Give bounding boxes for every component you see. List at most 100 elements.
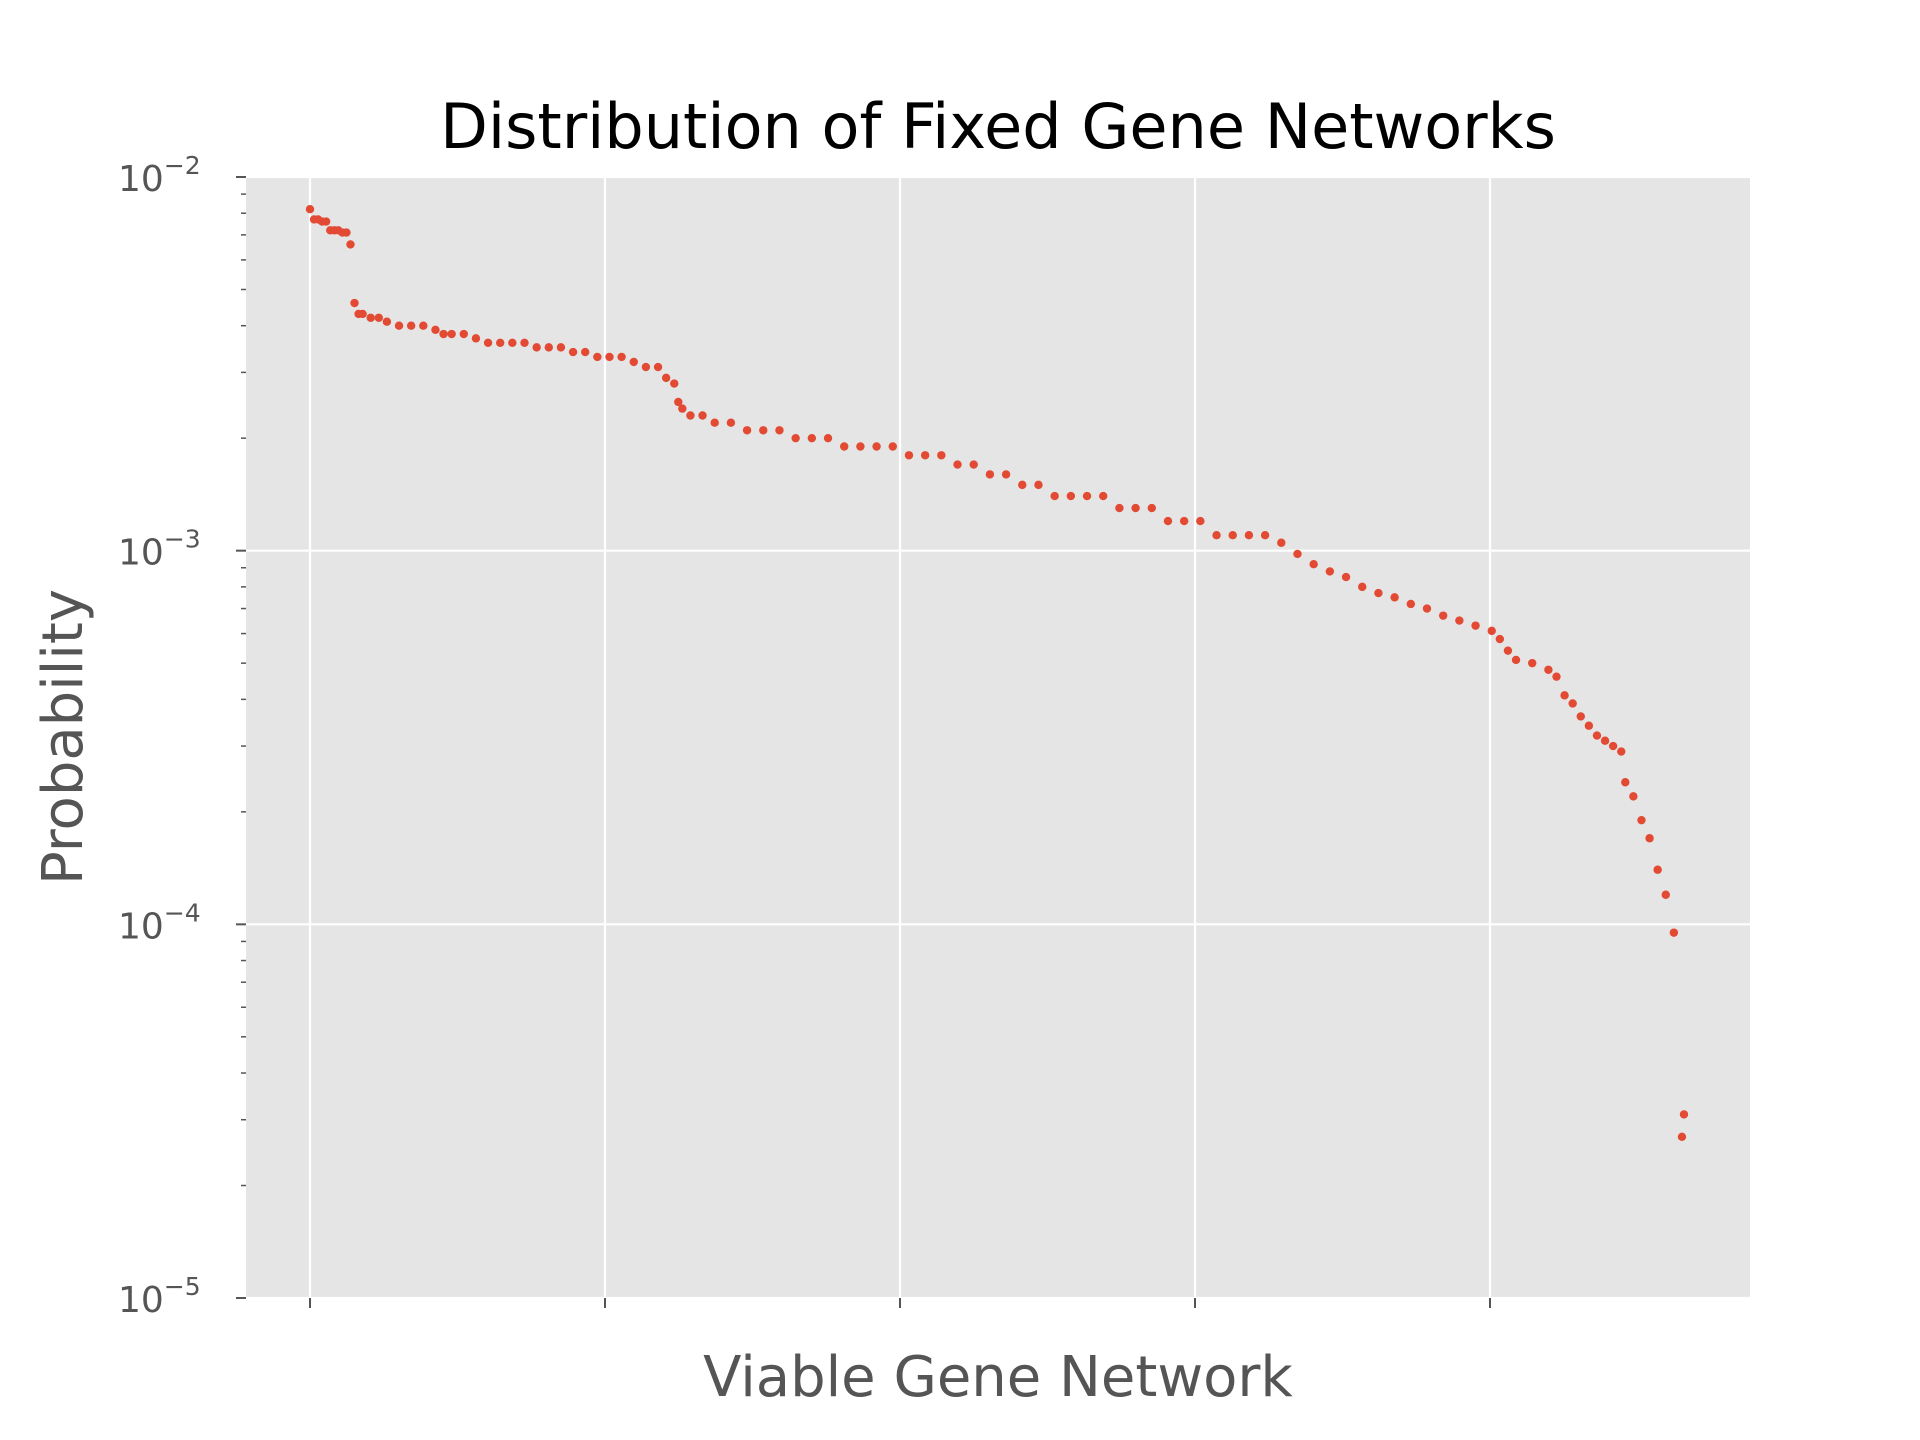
data-point	[872, 442, 881, 451]
data-point	[1422, 604, 1432, 613]
data-point	[920, 451, 930, 460]
data-point	[678, 404, 687, 413]
data-point	[605, 352, 614, 362]
data-point	[1528, 658, 1537, 668]
data-point	[742, 426, 752, 435]
data-point	[350, 298, 359, 308]
plot-background	[246, 177, 1750, 1298]
data-point	[471, 334, 481, 343]
data-point	[1617, 747, 1626, 756]
data-point	[532, 343, 541, 352]
data-point	[1147, 503, 1156, 513]
grid-lines	[246, 175, 1750, 1300]
data-points	[305, 205, 1689, 1142]
data-point	[1406, 599, 1416, 609]
data-point	[840, 442, 849, 451]
data-point	[1455, 616, 1464, 625]
data-point	[1621, 778, 1630, 787]
data-point	[366, 313, 375, 322]
data-point	[419, 321, 428, 330]
data-point	[1196, 516, 1205, 526]
data-point	[985, 470, 995, 479]
data-point	[670, 379, 679, 388]
data-point	[439, 329, 448, 339]
data-point	[1679, 1110, 1689, 1119]
data-point	[1325, 567, 1335, 576]
data-point	[1653, 865, 1662, 874]
data-point	[1115, 503, 1124, 513]
data-point	[1228, 530, 1237, 540]
data-point	[1293, 549, 1302, 559]
data-point	[1260, 530, 1270, 540]
data-point	[1661, 890, 1670, 899]
data-point	[1179, 516, 1189, 526]
data-point	[1163, 516, 1173, 526]
data-point	[726, 418, 736, 427]
data-point	[1487, 626, 1496, 636]
data-point	[1495, 634, 1505, 644]
data-point	[1544, 665, 1553, 674]
y-tick-label: 10−4	[118, 898, 201, 947]
data-point	[1471, 621, 1480, 630]
data-point	[641, 362, 651, 372]
y-tick-label: 10−2	[118, 151, 201, 200]
data-point	[1374, 588, 1383, 598]
data-point	[698, 411, 707, 420]
data-point	[888, 442, 897, 451]
data-point	[374, 313, 383, 322]
data-point	[1050, 491, 1059, 501]
data-point	[1576, 712, 1585, 721]
data-point	[1277, 538, 1286, 547]
data-point	[775, 426, 784, 435]
data-point	[969, 460, 978, 469]
data-point	[1341, 572, 1351, 582]
axes: 10−5 10−4 10−3 10−2	[118, 151, 1491, 1321]
data-point	[1001, 470, 1011, 479]
data-point	[568, 347, 578, 357]
y-tick-label: 10−3	[118, 525, 201, 574]
data-point	[394, 321, 404, 330]
chart-title: Distribution of Fixed Gene Networks	[440, 90, 1556, 163]
data-point	[1560, 691, 1569, 700]
data-point	[556, 343, 566, 352]
data-point	[1584, 721, 1594, 730]
data-point	[1608, 741, 1618, 751]
data-point	[1099, 491, 1108, 501]
data-point	[1244, 530, 1254, 540]
data-point	[710, 418, 719, 427]
data-point	[953, 460, 962, 469]
data-point	[1552, 672, 1561, 681]
data-point	[1592, 731, 1602, 740]
data-point	[483, 338, 493, 347]
data-point	[581, 347, 590, 357]
data-point	[617, 352, 626, 362]
data-point	[1390, 593, 1399, 602]
data-point	[1131, 503, 1140, 513]
data-point	[1082, 491, 1092, 501]
data-point	[807, 433, 817, 443]
data-point	[1503, 646, 1513, 655]
data-point	[321, 217, 331, 226]
data-point	[1511, 655, 1521, 665]
data-point	[661, 373, 671, 383]
data-point	[593, 352, 602, 362]
data-point	[823, 433, 833, 443]
data-point	[1677, 1132, 1687, 1142]
y-axis-label: Probability	[31, 589, 96, 885]
data-point	[346, 240, 355, 249]
data-point	[759, 426, 768, 435]
data-point	[904, 451, 914, 460]
data-point	[674, 397, 683, 407]
data-point	[1629, 792, 1638, 801]
data-point	[305, 205, 315, 214]
data-point	[1034, 480, 1043, 490]
data-point	[937, 451, 946, 460]
data-point	[1358, 582, 1367, 592]
data-point	[653, 362, 663, 372]
data-point	[459, 329, 468, 339]
data-point	[1018, 480, 1027, 490]
data-point	[1438, 611, 1448, 620]
data-point	[1669, 928, 1679, 937]
data-point	[342, 228, 351, 237]
